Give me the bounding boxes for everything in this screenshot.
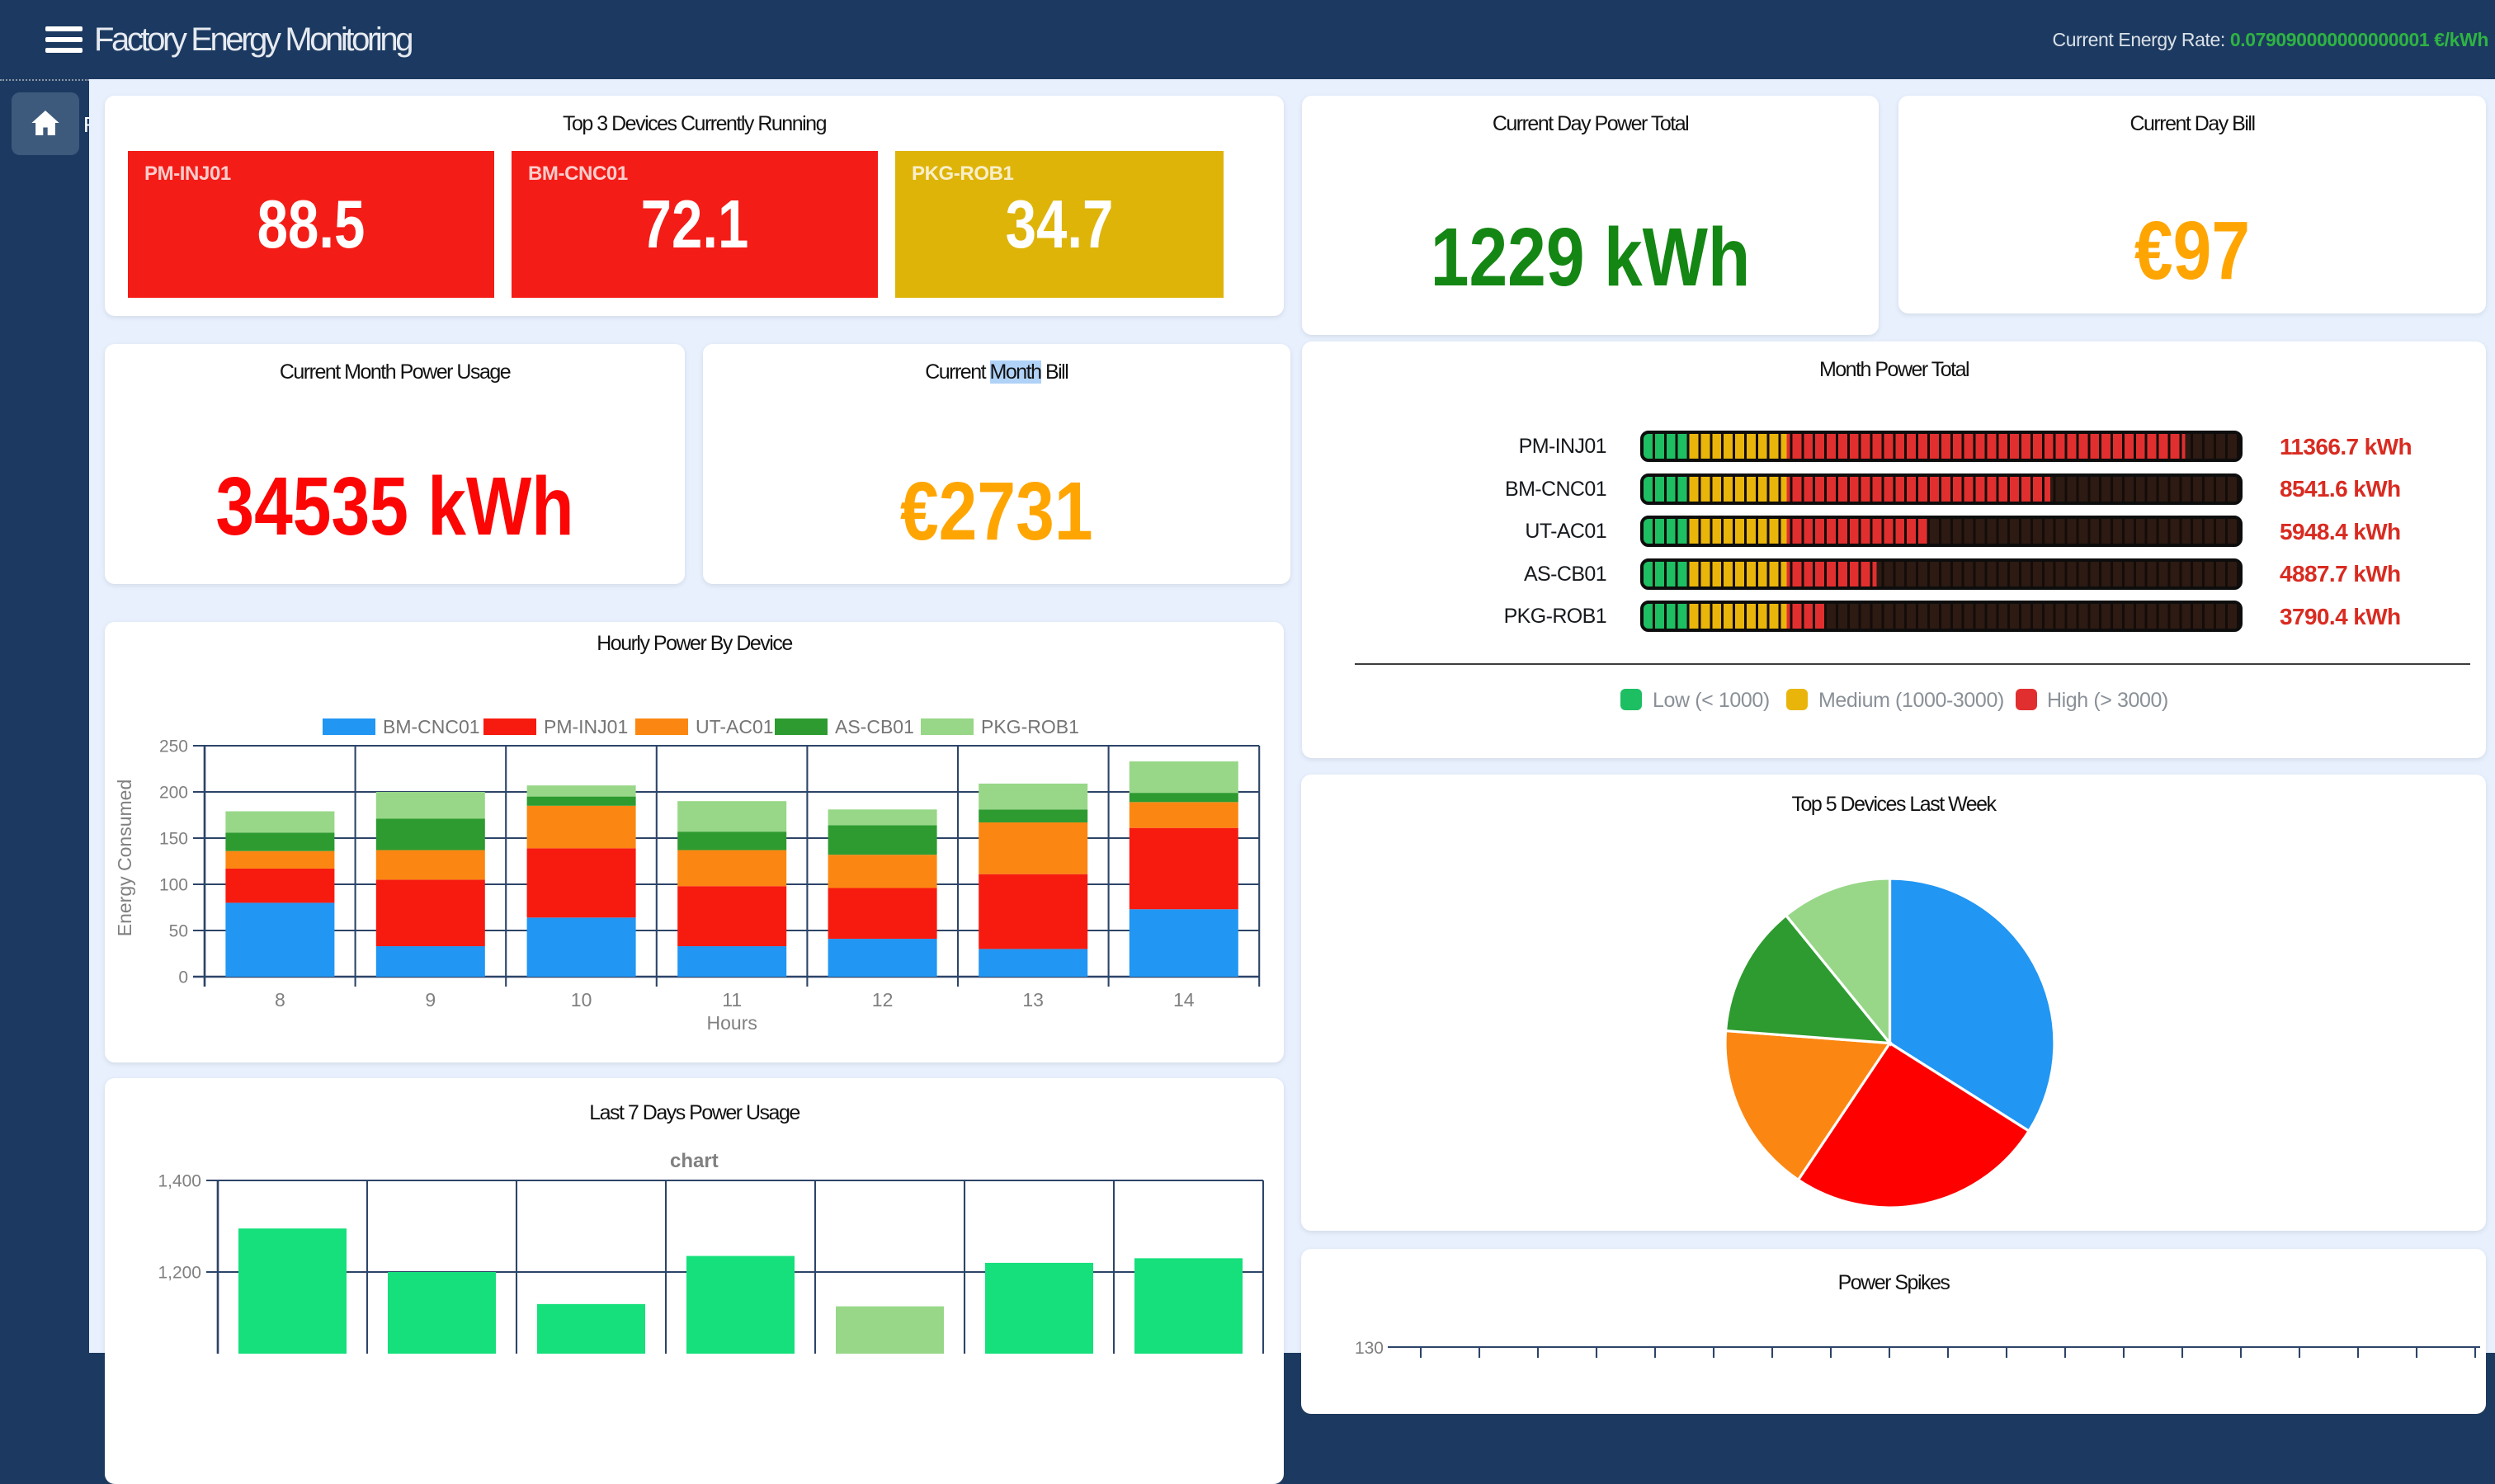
svg-text:AS-CB01: AS-CB01	[835, 716, 914, 737]
svg-text:1,200: 1,200	[158, 1264, 201, 1283]
svg-text:200: 200	[159, 784, 188, 803]
svg-text:12: 12	[872, 989, 894, 1011]
svg-text:9: 9	[425, 989, 436, 1011]
svg-text:0: 0	[178, 968, 188, 987]
svg-text:11: 11	[722, 989, 742, 1011]
svg-text:1,400: 1,400	[158, 1172, 201, 1191]
svg-text:150: 150	[159, 830, 188, 849]
svg-text:UT-AC01: UT-AC01	[696, 716, 774, 737]
svg-text:10: 10	[571, 989, 592, 1011]
svg-text:130: 130	[1355, 1339, 1384, 1358]
svg-text:chart: chart	[670, 1150, 719, 1172]
svg-text:14: 14	[1173, 989, 1195, 1011]
svg-text:BM-CNC01: BM-CNC01	[383, 716, 480, 737]
svg-text:13: 13	[1022, 989, 1044, 1011]
svg-text:PM-INJ01: PM-INJ01	[544, 716, 628, 737]
svg-text:Hours: Hours	[707, 1012, 757, 1034]
svg-text:250: 250	[159, 737, 188, 756]
svg-text:8: 8	[275, 989, 285, 1011]
svg-text:100: 100	[159, 876, 188, 895]
svg-text:PKG-ROB1: PKG-ROB1	[981, 716, 1079, 737]
svg-text:Energy Consumed: Energy Consumed	[114, 780, 135, 937]
svg-text:50: 50	[169, 922, 188, 941]
